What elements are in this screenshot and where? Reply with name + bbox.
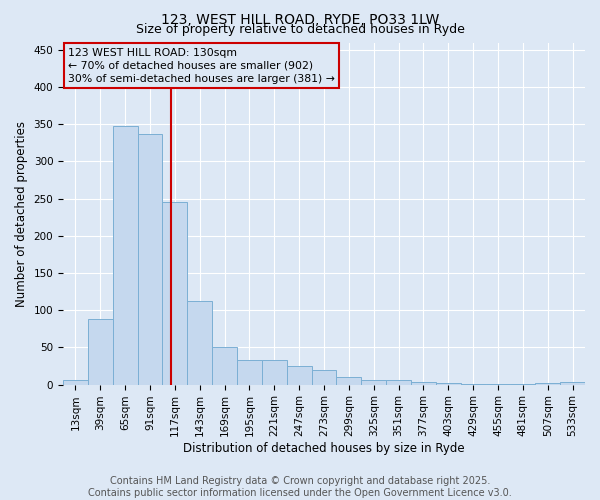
Bar	[113, 126, 137, 384]
Bar	[237, 360, 262, 384]
Bar	[361, 380, 386, 384]
Bar	[212, 348, 237, 385]
X-axis label: Distribution of detached houses by size in Ryde: Distribution of detached houses by size …	[183, 442, 465, 455]
Bar	[311, 370, 337, 384]
Bar	[262, 360, 287, 384]
Bar	[187, 302, 212, 384]
Bar	[287, 366, 311, 384]
Bar	[163, 202, 187, 384]
Bar	[137, 134, 163, 384]
Bar	[411, 382, 436, 384]
Bar	[560, 382, 585, 384]
Bar	[535, 383, 560, 384]
Text: Contains HM Land Registry data © Crown copyright and database right 2025.
Contai: Contains HM Land Registry data © Crown c…	[88, 476, 512, 498]
Text: Size of property relative to detached houses in Ryde: Size of property relative to detached ho…	[136, 22, 464, 36]
Y-axis label: Number of detached properties: Number of detached properties	[15, 120, 28, 306]
Text: 123 WEST HILL ROAD: 130sqm
← 70% of detached houses are smaller (902)
30% of sem: 123 WEST HILL ROAD: 130sqm ← 70% of deta…	[68, 48, 335, 84]
Bar	[337, 377, 361, 384]
Text: 123, WEST HILL ROAD, RYDE, PO33 1LW: 123, WEST HILL ROAD, RYDE, PO33 1LW	[161, 12, 439, 26]
Bar	[436, 383, 461, 384]
Bar	[386, 380, 411, 384]
Bar	[63, 380, 88, 384]
Bar	[88, 319, 113, 384]
